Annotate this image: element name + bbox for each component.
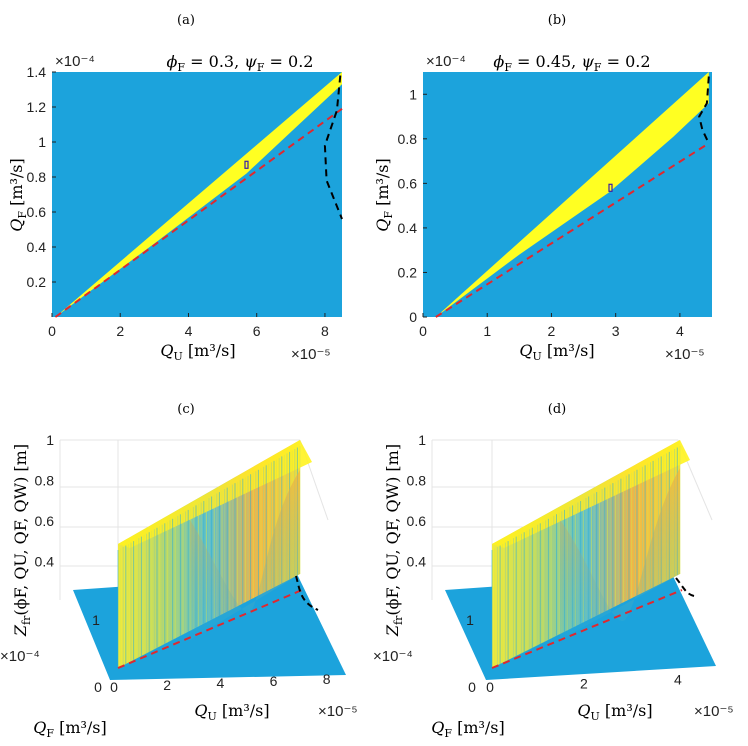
panel-d-surface-top [492, 440, 690, 548]
panel-a-x-tick-label: 4 [185, 323, 193, 339]
panel-c-y-tick-label: 0 [94, 679, 102, 695]
panel-a-y-tick-label: 1.4 [27, 64, 47, 80]
panel-d-plot: 0.4 0.6 0.8 1 0 2 4 0 1 ×10⁻⁴ ×10⁻⁵ QU [m³/s] QF… [373, 432, 734, 740]
panel-d-x-tick-label: 4 [674, 672, 682, 688]
panel-c-z-tick-label: 1 [46, 432, 54, 448]
panel-d-red-dashed-line [491, 589, 683, 669]
panel-a-x-tick-label: 8 [321, 323, 329, 339]
panel-c-y-exponent: ×10⁻⁴ [0, 648, 40, 665]
panel-a-y-tick-label: 0.4 [27, 239, 47, 255]
caption-b: (b) [548, 13, 566, 28]
panel-a-y-tick-label: 1.2 [27, 99, 47, 115]
panel-b-marker [608, 183, 613, 192]
panel-a-plot: 0 2 4 6 8 0.2 0.4 0.6 0.8 1 1.2 1.4 ×10⁻⁴ ×10⁻⁵ ϕF … [7, 52, 343, 363]
panel-a-x-exponent: ×10⁻⁵ [291, 346, 331, 363]
caption-a: (a) [177, 13, 195, 28]
panel-a-background [52, 72, 342, 317]
panel-b-plot: 0 1 2 3 4 0 0.2 0.4 0.6 0.8 1 ×10⁻⁴ ×10⁻⁵ ϕF = 0.4… [373, 52, 712, 363]
panel-a-x-tick-label: 0 [48, 323, 56, 339]
panel-c-y-label: QF [m³/s] [33, 718, 107, 740]
caption-c: (c) [177, 402, 194, 417]
panel-a-black-dashed-curve [323, 75, 343, 220]
panel-d-x-tick-label: 0 [486, 679, 494, 695]
panel-b-red-dashed-line [435, 142, 710, 318]
panel-b-x-exponent: ×10⁻⁵ [665, 346, 705, 363]
panel-c-x-tick-label: 0 [110, 679, 118, 695]
panel-c-black-dashed-curve [295, 575, 319, 611]
panel-b-y-tick-label: 0 [409, 309, 417, 325]
panel-b-x-tick-label: 3 [612, 323, 620, 339]
panel-a-x-tick-label: 6 [253, 323, 261, 339]
panel-d-y-tick-label: 0 [468, 679, 476, 695]
panel-a-y-label: QF [m³/s] [7, 158, 29, 232]
panel-b-y-tick-label: 0.4 [398, 220, 418, 236]
panel-a-y-tick-label: 0.6 [27, 204, 47, 220]
panel-c-z-tick-label: 0.8 [35, 473, 55, 489]
panel-b-y-tick-label: 0.2 [398, 264, 418, 280]
panel-d-z-tick-label: 0.4 [407, 554, 427, 570]
panel-a-y-exponent: ×10⁻⁴ [55, 53, 95, 70]
panel-d-black-dashed-curve [675, 577, 695, 597]
panel-b-black-dashed-curve [698, 76, 710, 144]
panel-a-marker [244, 160, 249, 169]
panel-d-y-exponent: ×10⁻⁴ [373, 648, 413, 665]
panel-d-x-tick-label: 2 [580, 675, 588, 691]
panel-b-x-tick-label: 4 [676, 323, 684, 339]
panel-d-orange-dip [560, 468, 680, 640]
panel-a-title: ϕF = 0.3, ψF = 0.2 [167, 52, 314, 74]
panel-c-z-tick-label: 0.6 [35, 513, 55, 529]
panel-d-x-exponent: ×10⁻⁵ [694, 703, 734, 720]
panel-a-y-tick-label: 0.8 [27, 169, 47, 185]
panel-b-y-label: QF [m³/s] [373, 158, 395, 232]
panel-c-x-tick-label: 6 [270, 673, 278, 689]
panel-a-x-label: QU [m³/s] [160, 341, 235, 363]
panel-b-title: ϕF = 0.45, ψF = 0.2 [493, 52, 650, 74]
panel-a-y-tick-label: 0.2 [27, 274, 47, 290]
panel-c-z-tick-label: 0.4 [35, 554, 55, 570]
panel-c-plot: 0.40.60.810 2 4 6 801 ×10⁻⁴ ×10⁻⁵ QU [m³/s] … [0, 432, 358, 740]
panel-b-x-tick-label: 2 [548, 323, 556, 339]
panel-d-x-label: QU [m³/s] [577, 701, 652, 723]
panel-a-x-tick-label: 2 [116, 323, 124, 339]
panel-b-y-tick-label: 0.8 [398, 131, 418, 147]
panel-d-y-tick-label: 1 [466, 612, 474, 628]
panel-b-y-exponent: ×10⁻⁴ [426, 53, 466, 70]
panel-d-z-tick-label: 1 [418, 432, 426, 448]
panel-c-orange-dip [190, 470, 300, 640]
panel-b-x-tick-label: 0 [419, 323, 427, 339]
panel-a-y-tick-label: 1 [38, 134, 46, 150]
panel-b-y-tick-label: 1 [409, 86, 417, 102]
panel-c-x-tick-label: 8 [323, 671, 331, 687]
panel-a-feasible-region [55, 72, 343, 317]
panel-d-y-label: QF [m³/s] [431, 718, 505, 740]
panel-d-z-tick-label: 0.8 [407, 473, 427, 489]
panel-b-feasible-region [435, 72, 709, 317]
panel-d-z-tick-label: 0.6 [407, 513, 427, 529]
panel-c-z-label: Zfr(ϕF, QU, QF, QW) [m] [11, 444, 33, 637]
panel-c-y-tick-label: 1 [92, 612, 100, 628]
panel-c-x-tick-label: 4 [216, 675, 224, 691]
panel-b-x-tick-label: 1 [483, 323, 491, 339]
panel-c-x-exponent: ×10⁻⁵ [318, 703, 358, 720]
panel-d-surface-hatching [491, 446, 681, 668]
panel-d-z-label: Zfr(ϕF, QU, QF, QW) [m] [383, 444, 405, 637]
panel-b-y-tick-label: 0.6 [398, 175, 418, 191]
panel-c-x-tick-label: 2 [163, 677, 171, 693]
panel-c-x-label: QU [m³/s] [194, 701, 269, 723]
panel-c-red-dashed-line [117, 589, 303, 669]
caption-d: (d) [548, 402, 566, 417]
panel-b-x-label: QU [m³/s] [519, 341, 594, 363]
